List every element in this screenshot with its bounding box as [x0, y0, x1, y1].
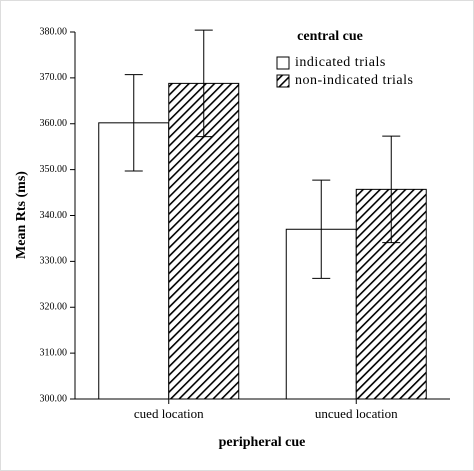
- error-bar: [382, 135, 401, 244]
- error-bar: [312, 179, 331, 279]
- x-tick-label: uncued location: [315, 406, 398, 421]
- y-tick-label: 350.00: [40, 164, 68, 175]
- y-tick-label: 380.00: [40, 26, 68, 37]
- legend-title: central cue: [297, 29, 363, 44]
- y-axis-label: Mean Rts (ms): [14, 171, 29, 259]
- x-tick-label: cued location: [134, 406, 204, 421]
- legend-label: indicated trials: [295, 55, 386, 70]
- y-tick-label: 370.00: [40, 72, 68, 83]
- x-axis-label: peripheral cue: [219, 435, 306, 450]
- y-tick-label: 310.00: [40, 347, 68, 358]
- y-tick-label: 300.00: [40, 393, 68, 404]
- legend-swatch: [276, 56, 290, 70]
- error-bar: [124, 74, 143, 172]
- legend-swatch: [276, 74, 290, 88]
- legend-label: non-indicated trials: [295, 73, 413, 88]
- y-tick-label: 340.00: [40, 210, 68, 221]
- y-tick-label: 360.00: [40, 118, 68, 129]
- y-tick-label: 320.00: [40, 302, 68, 313]
- y-tick-label: 330.00: [40, 256, 68, 267]
- error-bar: [194, 29, 213, 138]
